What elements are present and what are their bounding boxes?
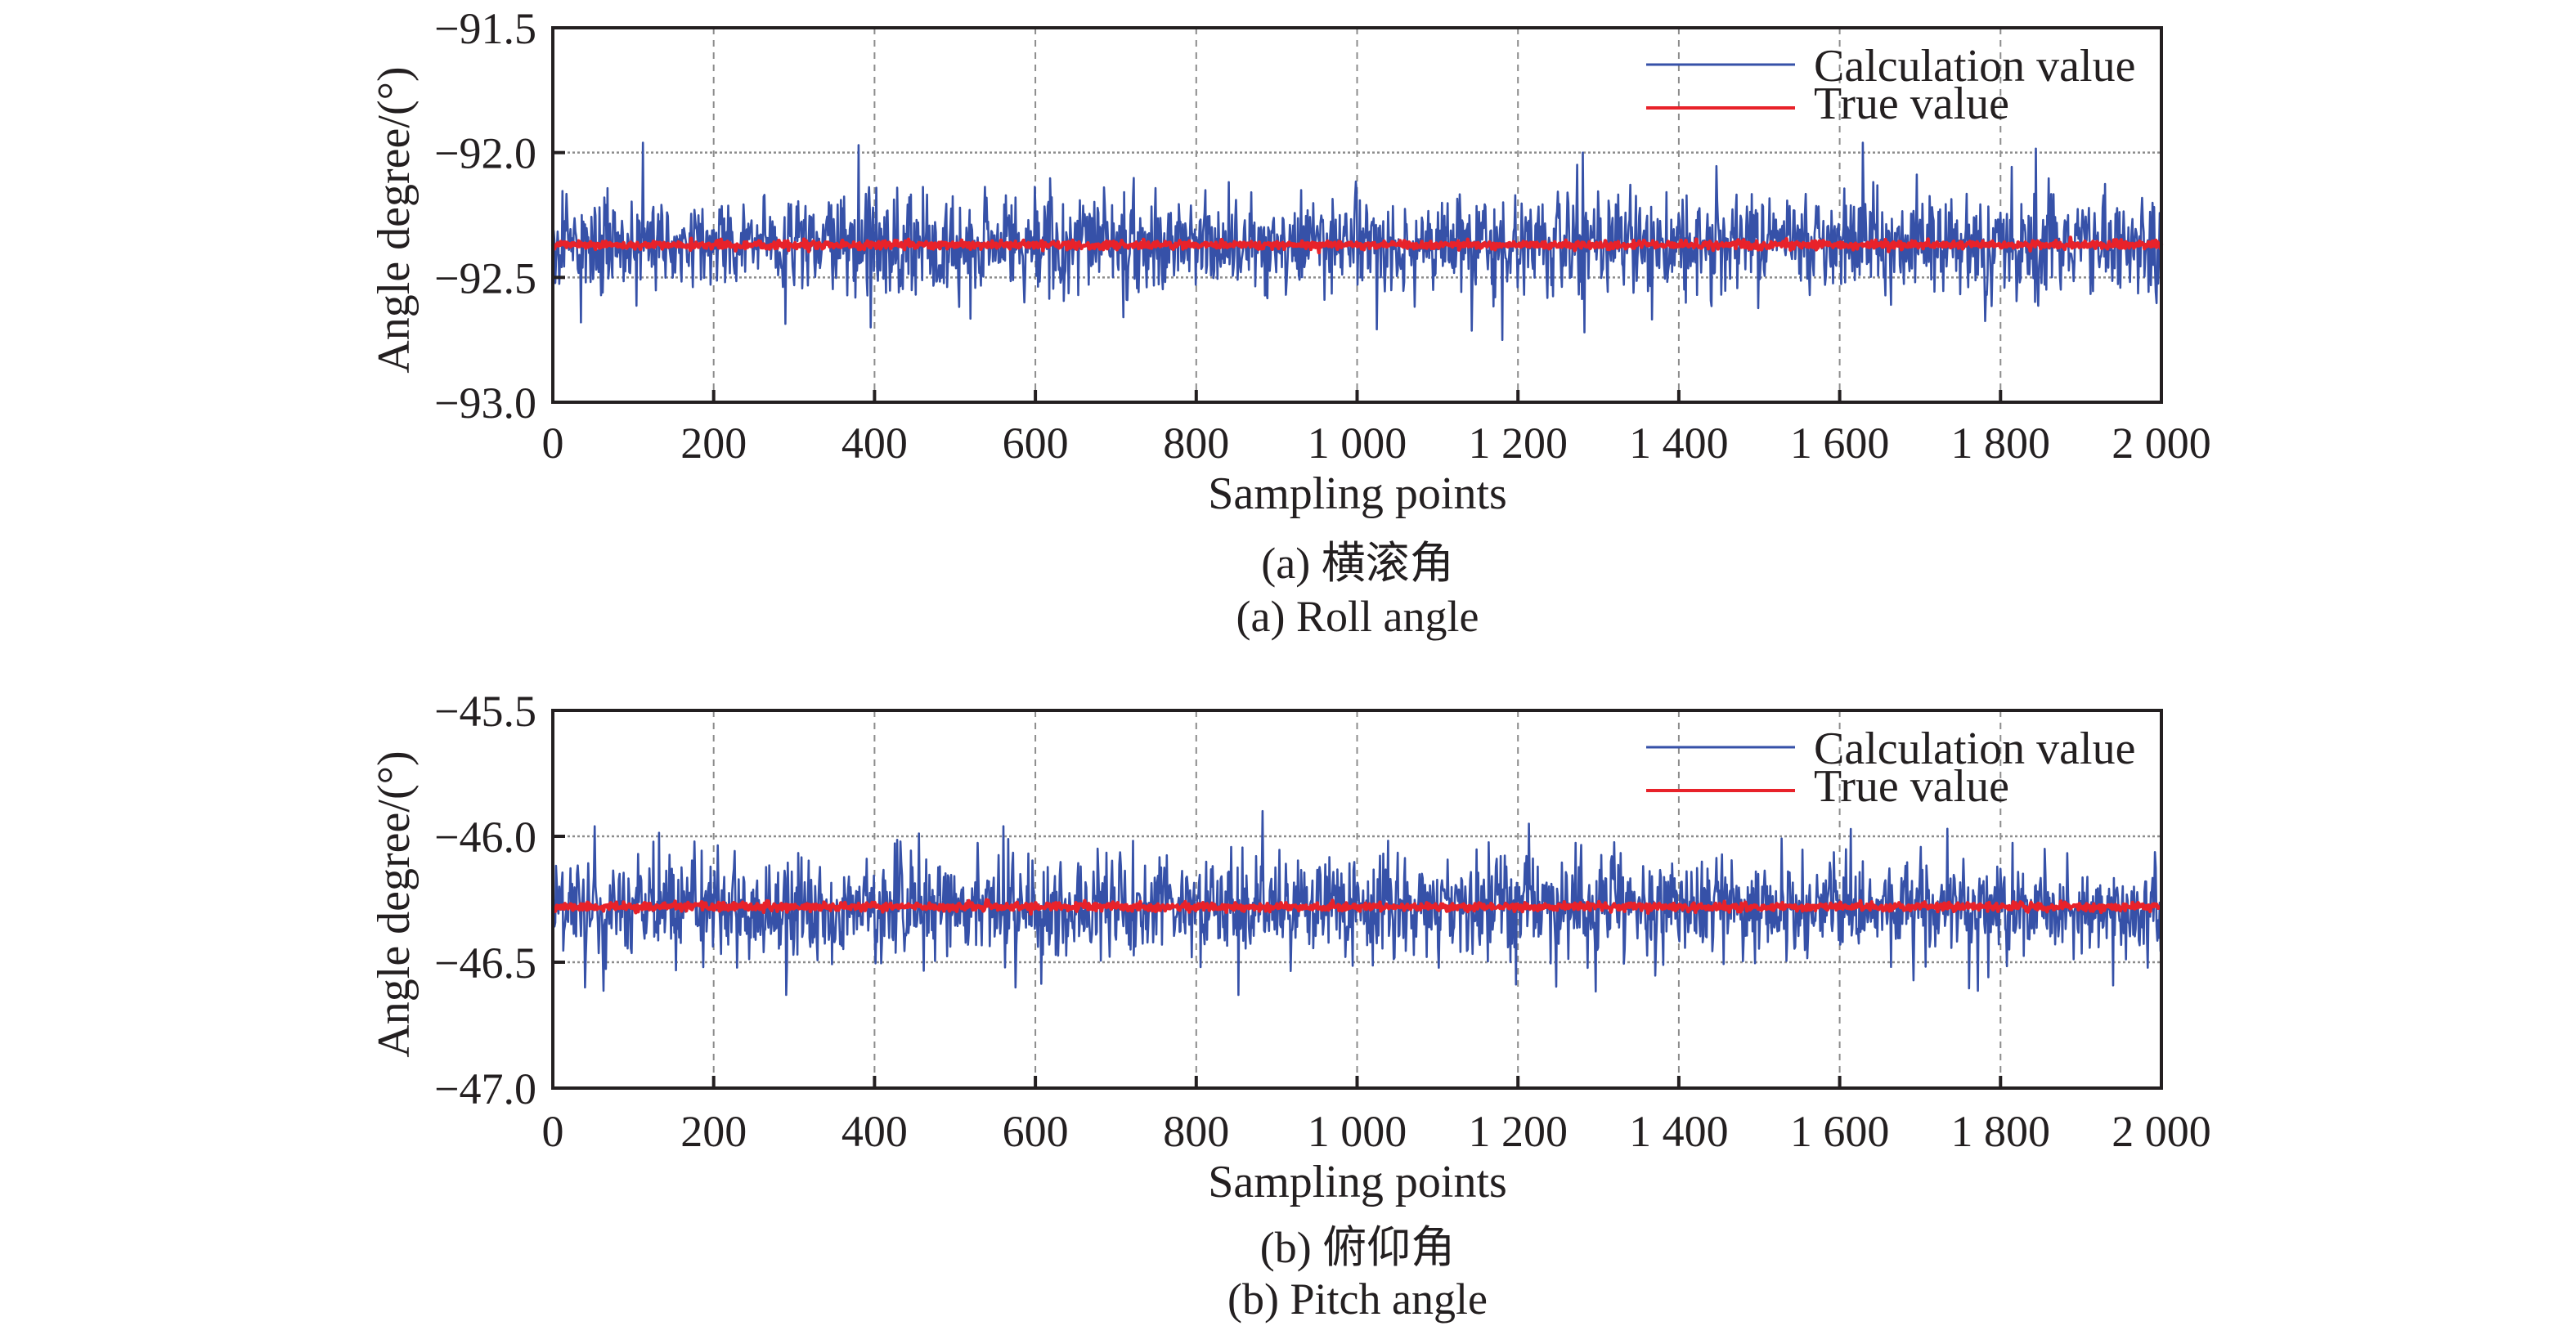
x-tick-label: 600 (1003, 419, 1069, 468)
y-tick-label: −92.0 (434, 129, 536, 178)
x-tick-label: 0 (542, 419, 564, 468)
x-tick-label: 1 600 (1790, 1107, 1890, 1156)
x-tick-label: 1 400 (1629, 1107, 1729, 1156)
x-tick-label: 800 (1163, 1107, 1229, 1156)
y-tick-label: −46.5 (434, 939, 536, 988)
y-tick-labels: −93.0 −92.5 −92.0 −91.5 (434, 4, 536, 428)
axis-ticks (551, 26, 2163, 404)
caption-chinese: (b) 俯仰角 (1260, 1223, 1455, 1272)
x-tick-label: 1 800 (1951, 1107, 2051, 1156)
axis-ticks (551, 709, 2163, 1090)
true-value-line (551, 898, 2163, 916)
series-lines (550, 141, 2164, 342)
legend: Calculation value True value (1646, 723, 2135, 812)
pitch-angle-chart: −47.0 −46.5 −46.0 −45.5 0 200 400 600 800 1 000 1… (369, 687, 2211, 1324)
legend-label-calculation: Calculation value (1814, 723, 2135, 774)
x-tick-label: 2 000 (2112, 1107, 2211, 1156)
x-tick-label: 600 (1003, 1107, 1069, 1156)
y-tick-label: −47.0 (434, 1064, 536, 1113)
x-tick-label: 800 (1163, 419, 1229, 468)
caption-english: (b) Pitch angle (1227, 1274, 1488, 1324)
legend: Calculation value True value (1646, 41, 2135, 129)
x-tick-label: 2 000 (2112, 419, 2211, 468)
caption-english: (a) Roll angle (1236, 592, 1479, 641)
y-tick-label: −45.5 (434, 687, 536, 736)
y-tick-labels: −47.0 −46.5 −46.0 −45.5 (434, 687, 536, 1113)
x-tick-label: 1 600 (1790, 419, 1890, 468)
x-tick-label: 1 200 (1468, 1107, 1568, 1156)
x-tick-label: 1 200 (1468, 419, 1568, 468)
x-tick-label: 200 (680, 1107, 747, 1156)
y-tick-label: −46.0 (434, 813, 536, 862)
x-tick-label: 1 400 (1629, 419, 1729, 468)
y-tick-label: −91.5 (434, 4, 536, 53)
roll-angle-chart: −93.0 −92.5 −92.0 −91.5 0 200 400 600 800 1 000 1… (369, 4, 2211, 641)
y-axis-label: Angle degree/(°) (369, 750, 420, 1057)
x-tick-label: 400 (841, 1107, 908, 1156)
x-tick-labels: 0 200 400 600 800 1 000 1 200 1 400 1 600 1 800 2 … (542, 419, 2211, 468)
y-axis-label: Angle degree/(°) (369, 66, 420, 373)
legend-label-true: True value (1814, 761, 2009, 812)
legend-label-true: True value (1814, 78, 2009, 129)
legend-label-calculation: Calculation value (1814, 41, 2135, 92)
x-tick-label: 0 (542, 1107, 564, 1156)
x-tick-label: 200 (680, 419, 747, 468)
x-tick-labels: 0 200 400 600 800 1 000 1 200 1 400 1 600 1 800 2 … (542, 1107, 2211, 1156)
x-axis-label: Sampling points (1208, 1157, 1507, 1207)
x-tick-label: 1 000 (1308, 1107, 1407, 1156)
true-value-line (550, 235, 2164, 255)
caption-chinese: (a) 横滚角 (1261, 539, 1453, 588)
x-tick-label: 400 (841, 419, 908, 468)
y-tick-label: −92.5 (434, 253, 536, 302)
x-axis-label: Sampling points (1208, 468, 1507, 519)
x-tick-label: 1 000 (1308, 419, 1407, 468)
x-tick-label: 1 800 (1951, 419, 2051, 468)
y-tick-label: −93.0 (434, 379, 536, 428)
series-lines (551, 809, 2163, 997)
